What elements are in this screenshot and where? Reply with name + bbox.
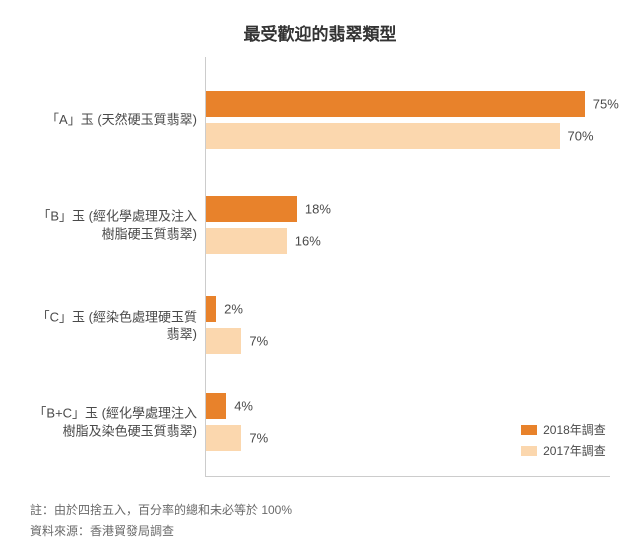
bar-value: 7% [241, 430, 268, 445]
y-axis-labels: 「A」玉 (天然硬玉質翡翠) 「B」玉 (經化學處理及注入樹脂硬玉質翡翠) 「C」玉… [30, 57, 205, 477]
legend: 2018年調查 2017年調查 [521, 417, 606, 459]
legend-swatch [521, 446, 537, 456]
category-label: 「B」玉 (經化學處理及注入樹脂硬玉質翡翠) [32, 207, 197, 242]
bar-value: 2% [216, 302, 243, 317]
category-label: 「B+C」玉 (經化學處理注入樹脂及染色硬玉質翡翠) [32, 405, 197, 440]
footnotes: 註：由於四捨五入，百分率的總和未必等於 100% 資料來源：香港貿發局調查 [30, 497, 292, 539]
legend-label: 2018年調查 [543, 421, 606, 438]
legend-label: 2017年調查 [543, 442, 606, 459]
legend-swatch [521, 425, 537, 435]
bar: 75% [206, 91, 585, 117]
bar: 70% [206, 123, 560, 149]
bar-value: 16% [287, 233, 321, 248]
bar-value: 75% [585, 96, 619, 111]
bar: 16% [206, 228, 287, 254]
chart-title: 最受歡迎的翡翠類型 [0, 0, 640, 57]
bar-value: 7% [241, 334, 268, 349]
bar-value: 4% [226, 398, 253, 413]
category-label: 「C」玉 (經染色處理硬玉質翡翠) [32, 308, 197, 343]
footnote-line: 註：由於四捨五入，百分率的總和未必等於 100% [30, 501, 292, 518]
legend-item: 2017年調查 [521, 442, 606, 459]
bar: 2% [206, 296, 216, 322]
chart: 「A」玉 (天然硬玉質翡翠) 「B」玉 (經化學處理及注入樹脂硬玉質翡翠) 「C」玉… [30, 57, 610, 477]
bar: 4% [206, 393, 226, 419]
bar: 18% [206, 196, 297, 222]
plot: 「A」玉 (天然硬玉質翡翠) 「B」玉 (經化學處理及注入樹脂硬玉質翡翠) 「C」玉… [30, 57, 610, 477]
bar-value: 18% [297, 201, 331, 216]
bar-value: 70% [560, 128, 594, 143]
category-label: 「A」玉 (天然硬玉質翡翠) [32, 111, 197, 129]
footnote-line: 資料來源：香港貿發局調查 [30, 522, 292, 539]
bar: 7% [206, 425, 241, 451]
bar: 7% [206, 328, 241, 354]
legend-item: 2018年調查 [521, 421, 606, 438]
plot-area: 2018年調查 2017年調查 75% 70% 18% 16% 2% 7% 4% 7% [205, 57, 610, 477]
